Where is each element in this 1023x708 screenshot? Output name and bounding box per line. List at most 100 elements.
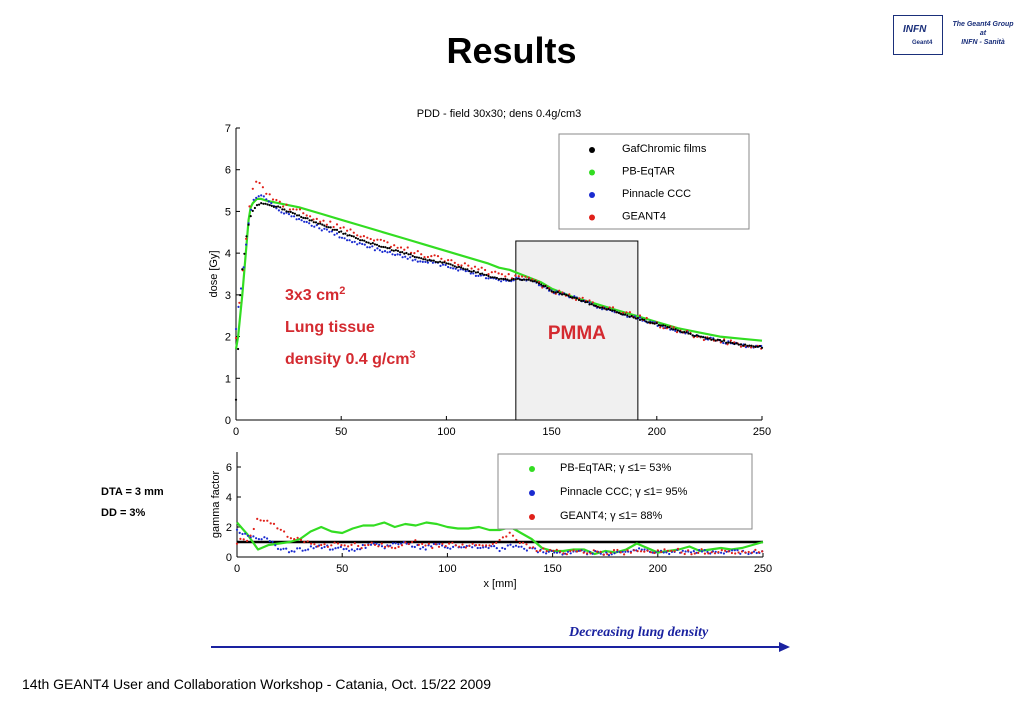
series-point <box>360 547 363 550</box>
series-point <box>417 543 420 547</box>
series-point <box>490 271 493 274</box>
series-point <box>262 202 265 205</box>
series-point <box>729 339 733 342</box>
series-point <box>497 278 501 281</box>
series-point <box>378 245 381 248</box>
series-point <box>761 550 764 553</box>
series-point <box>681 549 684 552</box>
series-point <box>277 205 280 208</box>
series-point <box>338 236 341 239</box>
series-point <box>300 215 303 219</box>
series-point <box>373 243 376 246</box>
series-point <box>712 338 715 341</box>
series-point <box>538 549 542 552</box>
series-point <box>252 535 255 538</box>
series-point <box>356 243 359 246</box>
series-point <box>436 255 440 258</box>
series-point <box>261 186 264 189</box>
series-point <box>548 288 551 291</box>
series-point <box>641 318 644 321</box>
series-point <box>649 321 652 324</box>
series-point <box>328 230 331 233</box>
legend-marker <box>529 514 535 520</box>
series-point <box>628 315 631 318</box>
series-point <box>328 548 332 551</box>
gamma-chart: 0 50 100 150 200 250 0 2 4 6 x [mm] gamma factor PB-… <box>210 452 772 590</box>
series-point <box>708 337 711 340</box>
series-point <box>285 210 288 213</box>
series-point <box>467 264 470 267</box>
series-point <box>251 209 254 212</box>
series-point <box>237 305 240 308</box>
series-point <box>289 210 292 213</box>
series-point <box>720 340 724 343</box>
series-point <box>329 226 332 229</box>
series-point <box>359 235 362 238</box>
series-point <box>506 278 509 281</box>
logo-group-line: at <box>979 30 987 37</box>
series-point <box>464 546 467 549</box>
series-point <box>323 227 326 230</box>
series-point <box>747 552 750 556</box>
series-point <box>489 276 492 279</box>
series-point <box>309 215 312 218</box>
series-point <box>495 547 498 550</box>
series-point <box>695 551 698 554</box>
series-point <box>552 290 555 293</box>
series-point <box>616 550 619 553</box>
series-point <box>602 553 606 556</box>
x-tick-label: 0 <box>234 563 240 575</box>
series-point <box>270 204 273 207</box>
series-point <box>562 552 565 555</box>
series-point <box>308 219 311 222</box>
series-point <box>625 311 628 314</box>
series-point <box>353 542 356 545</box>
series-point <box>315 217 318 220</box>
y-tick-label: 2 <box>226 522 232 534</box>
series-point <box>432 542 435 546</box>
y-axis-label: dose [Gy] <box>208 250 220 297</box>
series-point <box>287 551 291 554</box>
y-tick-label: 0 <box>225 415 231 427</box>
series-point <box>310 224 313 227</box>
series-point <box>693 552 696 555</box>
series-point <box>716 338 719 341</box>
series-point <box>325 225 328 228</box>
series-point <box>547 550 550 553</box>
series-point <box>535 549 538 553</box>
series-point <box>340 230 343 233</box>
series-point <box>283 208 286 211</box>
series-point <box>522 541 525 544</box>
series-point <box>544 285 547 288</box>
series-point <box>482 546 485 549</box>
y-tick-label: 6 <box>226 462 232 474</box>
series-point <box>327 226 330 229</box>
series-point <box>571 296 574 299</box>
series-point <box>485 544 488 547</box>
series-point <box>575 297 578 300</box>
series-point <box>626 314 629 317</box>
series-point <box>457 263 460 266</box>
series-point <box>380 245 383 248</box>
series-point <box>235 542 239 545</box>
series-point <box>447 259 450 262</box>
series-point <box>474 274 477 277</box>
series-point <box>301 549 304 552</box>
series-point <box>318 227 321 230</box>
series-point <box>249 215 252 218</box>
series-point <box>340 544 343 547</box>
series-point <box>235 528 239 531</box>
series-point <box>282 547 285 550</box>
series-point <box>411 254 414 258</box>
series-point <box>264 202 267 205</box>
series-point <box>592 549 595 552</box>
series-point <box>268 540 271 543</box>
series-point <box>569 295 572 299</box>
series-point <box>683 552 686 556</box>
series-point <box>613 309 616 312</box>
legend-label: GafChromic films <box>622 143 707 155</box>
series-point <box>531 280 534 283</box>
series-point <box>737 551 740 554</box>
series-point <box>616 548 619 552</box>
series-point <box>508 531 511 534</box>
